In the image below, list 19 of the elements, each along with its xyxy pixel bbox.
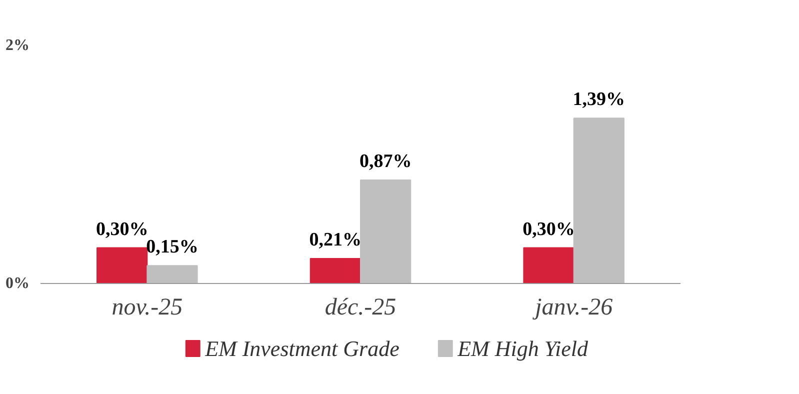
data-label: 1,39% xyxy=(572,89,626,110)
data-label: 0,15% xyxy=(146,236,198,258)
data-label: 0,30% xyxy=(522,218,575,240)
data-label: 0,87% xyxy=(359,150,412,172)
data-label: 0,21% xyxy=(309,230,362,251)
bar xyxy=(360,179,412,284)
bar xyxy=(523,247,574,284)
bar xyxy=(96,247,148,284)
x-tick-label: janv.-26 xyxy=(532,294,613,320)
y-tick-label: 0% xyxy=(6,275,30,292)
x-tick-label: nov.-25 xyxy=(112,294,183,320)
legend-label: EM Investment Grade xyxy=(204,336,400,361)
bar xyxy=(146,265,198,284)
legend-label: EM High Yield xyxy=(456,336,589,361)
y-tick-label: 2% xyxy=(6,37,30,54)
bar xyxy=(573,118,624,284)
x-tick-label: déc.-25 xyxy=(324,294,396,320)
bar xyxy=(310,258,361,284)
data-label: 0,30% xyxy=(96,218,148,240)
